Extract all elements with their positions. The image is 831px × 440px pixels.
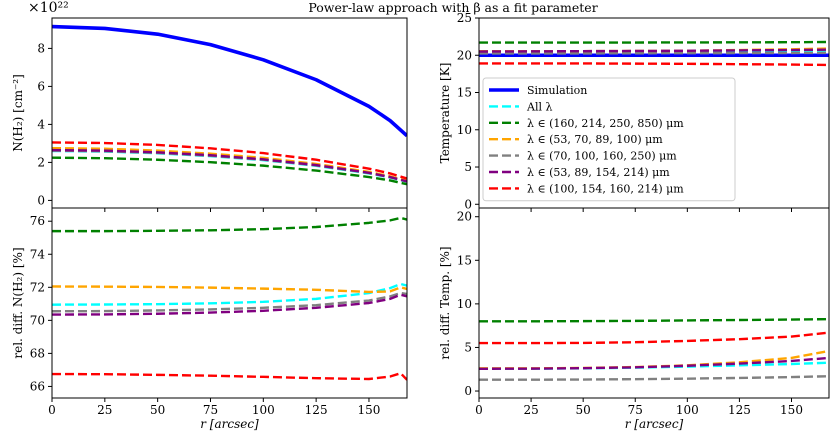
x-tick-label: 150	[780, 403, 803, 417]
legend-label: Simulation	[527, 84, 587, 97]
legend: Simulation All λ λ ∈ (160, 214, 250, 850) …	[482, 77, 736, 202]
y-tick-label: 20	[457, 48, 472, 62]
legend-label: All λ	[526, 100, 552, 113]
y-tick-label: 20	[457, 210, 472, 224]
y-tick-label: 0	[37, 193, 45, 207]
series-line-100-154-160-214-m	[479, 331, 829, 345]
series-group	[52, 216, 407, 381]
series-line-70-100-160-250-m	[479, 51, 829, 55]
series-line-70-100-160-250-m	[479, 375, 829, 381]
x-axis-label: r [arcsec]	[200, 417, 259, 431]
series-line-100-154-160-214-m	[52, 141, 407, 180]
series-line-all	[52, 282, 407, 306]
y-axis-label: rel. diff. Temp. [%]	[438, 246, 452, 359]
panel-bottom-right: 0 25 50 75 100 125 150 0 5 10 15 20 rel. diff. Temp.…	[438, 207, 830, 431]
series-group	[479, 40, 829, 67]
series-group	[52, 24, 407, 186]
series-line-100-154-160-214-m	[479, 62, 829, 67]
y-tick-label: 66	[30, 379, 45, 393]
y-tick-label: 8	[37, 41, 45, 55]
y-tick-label: 74	[30, 247, 46, 261]
y-tick-label: 15	[457, 86, 472, 100]
figure-title: Power-law approach with β as a fit param…	[308, 0, 597, 15]
series-line-160-214-250-850-m	[52, 216, 407, 233]
series-line-53-89-154-214-m	[52, 293, 407, 316]
y-tick-label: 10	[457, 297, 472, 311]
x-tick-label: 50	[150, 403, 165, 417]
x-tick-label: 0	[48, 403, 56, 417]
x-tick-label: 0	[475, 403, 483, 417]
y-tick-label: 0	[464, 384, 472, 398]
legend-label: λ ∈ (53, 89, 154, 214) μm	[527, 166, 670, 179]
axes-frame	[478, 207, 830, 399]
legend-entry-53-89-154-214-m: λ ∈ (53, 89, 154, 214) μm	[489, 166, 670, 179]
y-tick-label: 5	[464, 340, 472, 354]
y-offset-multiplier: ×10²²	[28, 0, 69, 16]
y-tick-label: 15	[457, 253, 472, 267]
series-line-100-154-160-214-m	[52, 372, 407, 381]
x-tick-label: 75	[628, 403, 643, 417]
y-axis-label: Temperature [K]	[438, 63, 452, 164]
y-tick-label: 4	[37, 117, 45, 131]
legend-label: λ ∈ (53, 70, 89, 100) μm	[527, 133, 663, 146]
y-tick-label: 2	[37, 155, 45, 169]
legend-label: λ ∈ (70, 100, 160, 250) μm	[527, 150, 677, 163]
legend-entry-simulation: Simulation	[489, 84, 587, 97]
legend-label: λ ∈ (160, 214, 250, 850) μm	[527, 117, 684, 130]
series-line-53-89-154-214-m	[479, 48, 829, 53]
legend-entry-160-214-250-850-m: λ ∈ (160, 214, 250, 850) μm	[489, 117, 684, 130]
panel-top-left: 0 2 4 6 8 N(H₂) [cm⁻²] ×10²²	[11, 0, 408, 212]
legend-entry-100-154-160-214-m: λ ∈ (100, 154, 160, 214) μm	[489, 182, 684, 195]
panel-top-right: 0 5 10 15 20 25 Temperature [K] Simulation All λ…	[438, 11, 830, 212]
series-line-53-89-154-214-m	[52, 148, 407, 183]
x-tick-label: 100	[252, 403, 275, 417]
legend-label: λ ∈ (100, 154, 160, 214) μm	[527, 182, 684, 195]
x-tick-label: 125	[305, 403, 328, 417]
x-tick-label: 150	[358, 403, 381, 417]
x-tick-label: 75	[203, 403, 218, 417]
legend-entry-all: All λ	[489, 100, 552, 113]
series-group	[479, 317, 829, 381]
legend-entry-53-70-89-100-m: λ ∈ (53, 70, 89, 100) μm	[489, 133, 663, 146]
x-tick-label: 50	[576, 403, 591, 417]
axes-frame	[51, 207, 408, 399]
series-line-53-70-89-100-m	[52, 285, 407, 294]
series-line-53-89-154-214-m	[479, 356, 829, 370]
x-tick-label: 25	[97, 403, 112, 417]
y-tick-label: 10	[457, 123, 472, 137]
y-tick-label: 25	[457, 11, 472, 25]
x-axis-label: r [arcsec]	[625, 417, 684, 431]
legend-box	[482, 77, 736, 202]
y-tick-label: 68	[30, 346, 45, 360]
y-tick-label: 0	[464, 197, 472, 211]
series-line-simulation	[52, 24, 407, 138]
y-axis-label: N(H₂) [cm⁻²]	[11, 74, 25, 152]
legend-entry-70-100-160-250-m: λ ∈ (70, 100, 160, 250) μm	[489, 150, 677, 163]
axes-frame	[51, 17, 408, 209]
y-tick-label: 70	[30, 313, 45, 327]
series-line-160-214-250-850-m	[52, 156, 407, 186]
x-tick-label: 100	[676, 403, 699, 417]
panel-bottom-left: 0 25 50 75 100 125 150 66 68 70 72 74 76 rel. diff. N…	[11, 207, 408, 431]
y-tick-label: 6	[37, 79, 45, 93]
x-tick-label: 25	[523, 403, 538, 417]
y-tick-label: 72	[30, 280, 45, 294]
series-line-160-214-250-850-m	[479, 317, 829, 323]
series-line-160-214-250-850-m	[479, 40, 829, 44]
y-tick-label: 5	[464, 160, 472, 174]
x-tick-label: 125	[728, 403, 751, 417]
series-line-70-100-160-250-m	[52, 291, 407, 313]
y-axis-label: rel. diff. N(H₂) [%]	[11, 247, 25, 358]
y-tick-label: 76	[30, 214, 45, 228]
